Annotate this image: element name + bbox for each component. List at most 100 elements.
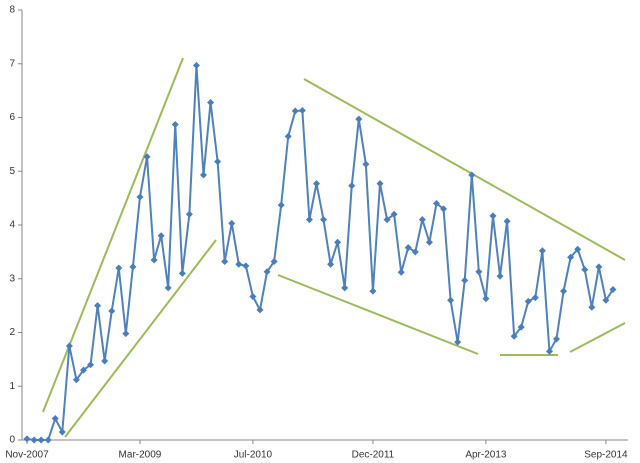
data-point [588,303,596,311]
trend-line [277,274,479,355]
x-tick-label: Jul-2010 [234,450,273,461]
data-point [609,286,617,293]
data-point [369,287,377,295]
data-point [178,269,186,277]
data-point [192,61,200,69]
x-tick-label: Sep-2014 [584,450,628,461]
trend-line [42,57,184,413]
data-point [108,307,116,315]
data-point [214,158,222,166]
data-line [26,65,614,441]
data-point [129,263,137,271]
y-tick-label: 6 [9,112,15,123]
data-point [334,238,342,246]
data-point [270,258,278,266]
data-point [157,232,165,240]
y-tick-label: 1 [9,381,15,392]
data-point [30,436,38,444]
data-point [51,415,59,422]
data-point [320,216,328,224]
data-point [341,284,349,292]
data-point [291,107,299,115]
data-point [171,120,179,128]
data-point [425,238,433,246]
data-point [482,295,490,303]
data-point [305,216,313,224]
data-point [503,217,511,225]
data-point [475,268,483,276]
data-point [312,180,320,188]
trend-line [569,322,626,353]
data-point [524,297,532,305]
data-point [200,171,207,179]
data-point [150,256,158,264]
data-point [468,171,476,179]
data-point [207,98,215,106]
data-point [517,323,525,331]
data-point [242,262,250,270]
x-tick-label: Mar-2009 [119,450,162,461]
data-point [581,266,589,274]
data-point [44,436,52,444]
data-point [447,296,455,304]
data-point [432,200,440,207]
data-point [411,248,419,256]
data-point [164,284,172,292]
data-point [284,132,292,140]
data-point [185,210,193,218]
y-tick-label: 0 [9,435,15,446]
data-point [496,272,504,280]
data-point [37,436,45,444]
data-point [101,357,109,365]
data-point [79,366,87,374]
trend-lines [42,57,626,438]
data-point [538,247,546,255]
data-point [383,216,391,224]
data-point [545,347,553,355]
data-point [553,335,560,343]
data-point [355,115,363,123]
data-point [397,268,405,276]
data-point [235,260,243,268]
y-tick-label: 2 [9,327,15,338]
x-tick-label: Dec-2011 [352,450,395,461]
y-tick-label: 4 [9,220,15,231]
y-tick-label: 8 [9,5,15,16]
data-point [440,205,448,213]
data-point [560,287,568,295]
data-point [418,216,426,224]
data-point [136,193,144,201]
data-point [298,107,306,115]
data-point [376,180,384,188]
y-tick-label: 3 [9,273,15,284]
y-tick-label: 5 [9,166,15,177]
data-point [256,306,264,314]
data-point [574,245,582,253]
data-point [65,342,73,350]
data-point [122,330,130,338]
data-point [58,428,66,436]
data-point [461,276,469,284]
data-point [489,212,497,220]
data-point [87,361,95,369]
data-point [390,210,398,218]
data-point [94,302,102,310]
data-point [228,219,236,227]
x-tick-label: Nov-2007 [5,450,49,461]
data-point [221,258,229,266]
data-point [143,153,151,161]
data-point [454,338,462,346]
data-point [531,294,539,302]
data-point [595,263,603,271]
data-point [348,182,356,190]
data-point [404,244,412,252]
data-point [115,264,123,272]
x-tick-label: Apr-2013 [465,450,507,461]
trend-line [64,239,217,438]
data-point [362,160,370,168]
data-point [602,296,610,304]
data-point [263,268,271,276]
data-point [510,332,518,340]
